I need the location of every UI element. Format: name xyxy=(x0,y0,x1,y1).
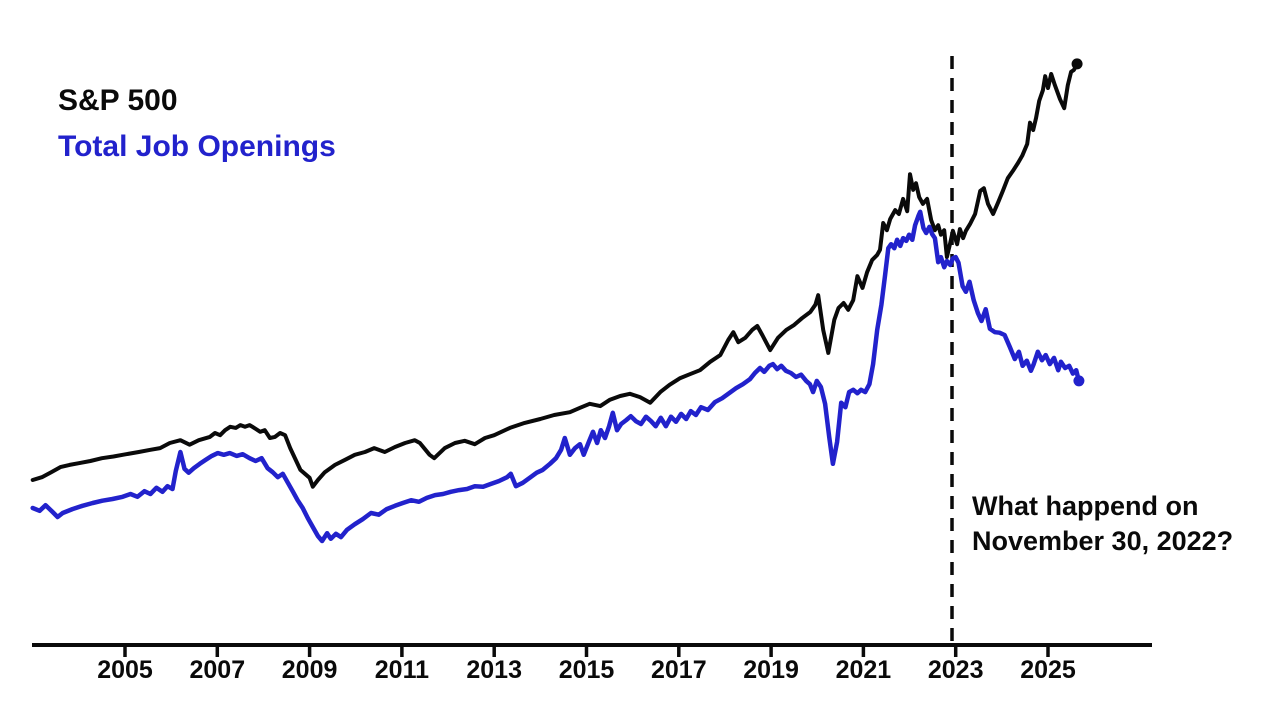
job-openings-line xyxy=(30,209,1082,544)
sp500-line xyxy=(30,61,1080,489)
x-tick-label-2005: 2005 xyxy=(97,656,153,684)
legend-job-openings-label: Total Job Openings xyxy=(58,130,336,163)
x-tick-label-2017: 2017 xyxy=(650,656,707,684)
x-tick-label-2025: 2025 xyxy=(1020,656,1076,684)
x-tick-label-2007: 2007 xyxy=(189,656,246,684)
x-tick-label-2023: 2023 xyxy=(927,656,984,684)
job-openings-end-dot xyxy=(1073,375,1085,387)
vline-annotation: What happend on November 30, 2022? xyxy=(972,489,1233,559)
sp500-end-dot xyxy=(1071,58,1083,70)
annotation-line1: What happend on xyxy=(972,491,1199,521)
annotation-line2: November 30, 2022? xyxy=(972,526,1234,556)
x-tick-label-2015: 2015 xyxy=(558,656,615,684)
legend-sp500-label: S&P 500 xyxy=(58,84,178,117)
x-tick-label-2019: 2019 xyxy=(743,656,799,684)
x-tick-label-2011: 2011 xyxy=(374,656,430,684)
x-tick-label-2021: 2021 xyxy=(835,656,892,684)
x-tick-label-2013: 2013 xyxy=(466,656,522,684)
x-tick-label-2009: 2009 xyxy=(281,656,338,684)
